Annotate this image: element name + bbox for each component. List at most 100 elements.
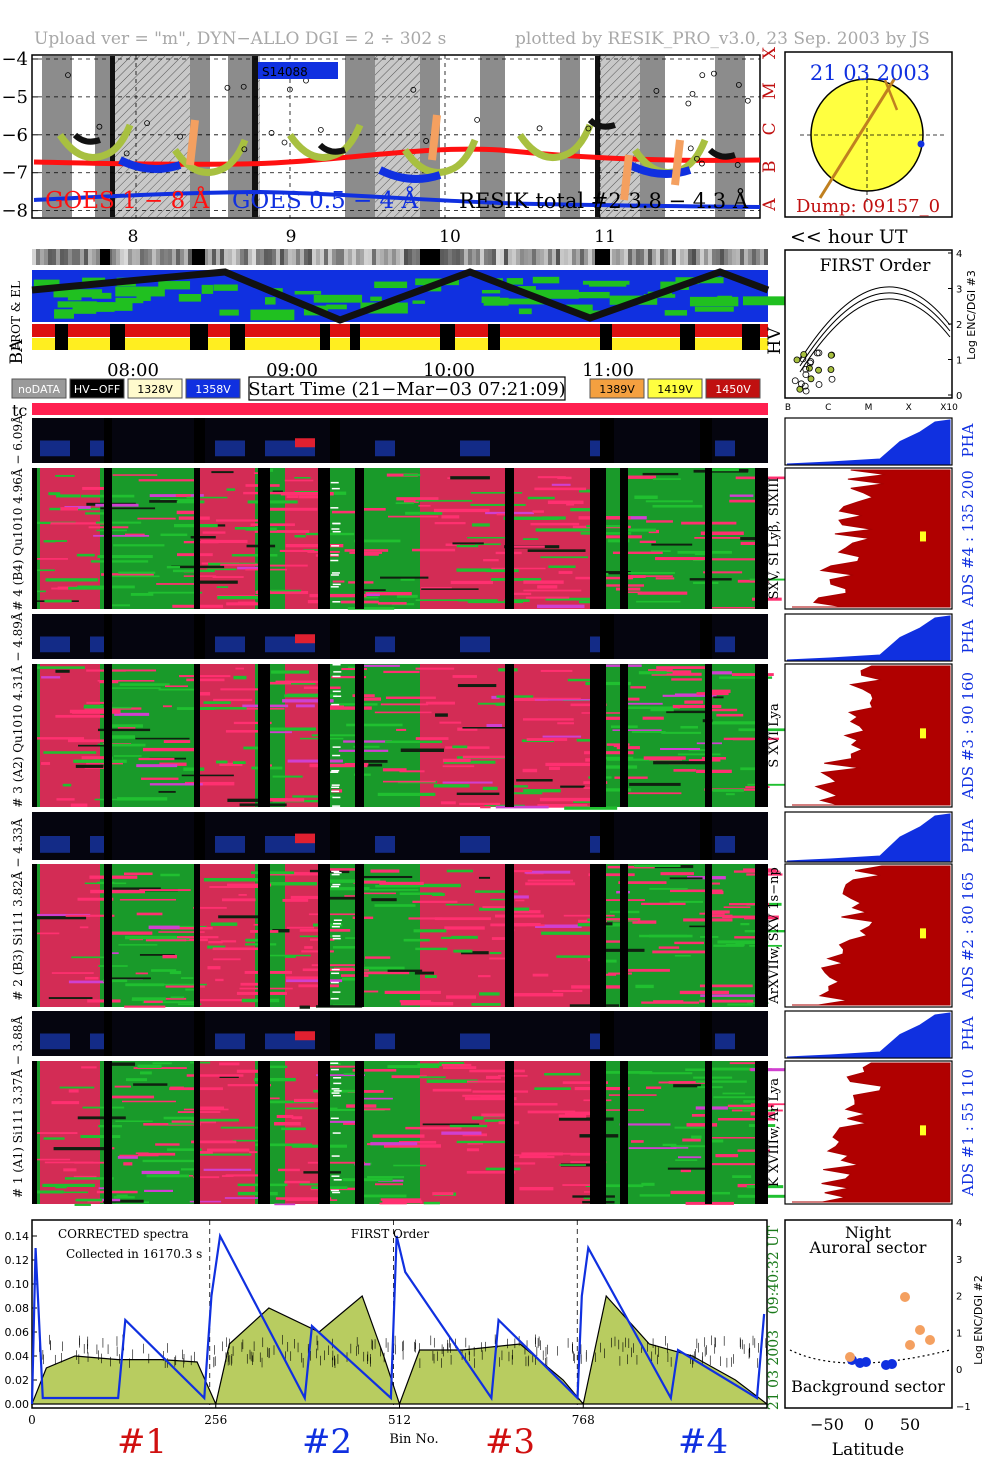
spec-stripe: [403, 473, 421, 477]
spec-stripe: [284, 955, 296, 958]
spec-stripe: [225, 730, 264, 733]
grayscale-cell: [564, 249, 568, 265]
resik-blue-track: [628, 161, 692, 178]
grayscale-cell: [552, 249, 556, 265]
spec-stripe: [84, 976, 99, 980]
pha-strip-band: [375, 836, 395, 853]
spec-stripe: [333, 946, 362, 949]
spec-white-tick: [332, 991, 341, 993]
spec-stripe: [711, 558, 762, 561]
spec-stripe: [250, 871, 295, 875]
spec-stripe: [433, 784, 470, 788]
resik-data-point: [699, 72, 706, 79]
spec-stripe: [106, 977, 151, 980]
spec-stripe: [93, 534, 150, 537]
grayscale-cell: [384, 249, 388, 265]
grayscale-cell: [468, 249, 472, 265]
spec-stripe: [63, 1168, 77, 1172]
spectrum-series-first-order: [30, 1232, 766, 1405]
spec-white-tick: [332, 1191, 341, 1194]
spec-stripe: [34, 1132, 78, 1135]
spec-stripe: [144, 1189, 174, 1192]
map-auroral-label: Auroral sector: [809, 1238, 927, 1257]
spec-stripe: [415, 599, 461, 602]
spec-stripe: [650, 708, 674, 712]
map-point-auroral: [905, 1340, 915, 1350]
spec-stripe: [176, 510, 197, 515]
grayscale-cell: [84, 249, 88, 265]
spec-stripe: [729, 494, 754, 497]
pha-strip-peak: [295, 1031, 315, 1041]
goes-hatched-band: [600, 56, 640, 217]
spec-stripe: [489, 951, 502, 955]
grayscale-cell: [44, 249, 48, 265]
spec-stripe: [655, 577, 675, 580]
spec-stripe: [43, 751, 97, 754]
orbit-green-patch: [370, 296, 382, 302]
grayscale-cell: [164, 249, 168, 265]
spec-stripe: [254, 530, 310, 533]
spec-stripe: [421, 586, 452, 589]
map-boundary: [789, 1349, 951, 1364]
orbit-green-patch: [517, 286, 536, 295]
spec-stripe: [513, 910, 541, 914]
pha-side-histogram: [786, 813, 951, 862]
spec-stripe: [630, 686, 646, 689]
spec-stripe: [198, 580, 238, 584]
spec-stripe: [607, 865, 655, 869]
orbit-top-band: [32, 270, 768, 276]
grayscale-cell: [568, 249, 572, 265]
spec-stripe: [484, 1119, 511, 1122]
spec-stripe: [602, 959, 617, 963]
spec-stripe: [441, 515, 460, 519]
grayscale-cell: [308, 249, 312, 265]
spec-stripe: [97, 680, 155, 682]
pha-strip-band: [40, 1033, 70, 1050]
spec-stripe: [442, 1066, 477, 1070]
grayscale-cell: [128, 249, 132, 265]
spec-white-tick: [330, 574, 339, 576]
spec-stripe: [709, 606, 768, 609]
spec-stripe: [42, 1183, 95, 1188]
orbit-green-patch: [566, 291, 610, 299]
spec-stripe: [285, 543, 344, 548]
spectrum-xtick-0: 0: [28, 1413, 36, 1427]
spec-stripe: [117, 797, 168, 801]
spec-stripe: [307, 600, 325, 604]
spec-stripe: [503, 516, 559, 520]
spec-stripe: [302, 968, 359, 972]
spec-stripe: [641, 902, 686, 906]
spec-stripe: [280, 491, 334, 496]
spec-stripe: [619, 1123, 671, 1126]
grayscale-cell: [180, 249, 184, 265]
spectrum-ytick-3: 0.08: [5, 1302, 30, 1315]
grayscale-cell: [268, 249, 272, 265]
spec-stripe: [727, 1104, 775, 1108]
spec-stripe: [286, 926, 315, 929]
spec-stripe: [233, 675, 247, 680]
spec-stripe: [632, 920, 657, 924]
grayscale-cell: [612, 249, 616, 265]
first-order-point: [801, 382, 809, 390]
map-ytick-4: 0: [956, 1365, 962, 1376]
pha-side-histogram: [786, 1012, 951, 1058]
spec-stripe: [254, 1077, 296, 1082]
resik-data-point: [317, 126, 324, 133]
spec-stripe: [599, 923, 627, 927]
spectrum-side-time: 09:40:32 UT: [766, 1225, 782, 1314]
spec-stripe: [179, 675, 231, 678]
spec-stripe: [284, 479, 314, 482]
grayscale-cell: [636, 249, 640, 265]
orbit-green-patch: [54, 309, 74, 319]
spec-stripe: [32, 569, 55, 572]
spec-stripe: [77, 897, 114, 901]
spec-stripe: [356, 875, 413, 879]
spec-column: [712, 1061, 755, 1204]
spec-stripe: [669, 877, 703, 880]
pha-strip-band: [215, 836, 245, 853]
spec-stripe: [186, 1074, 244, 1077]
spec-stripe: [125, 1078, 148, 1082]
spec-stripe: [171, 1120, 217, 1124]
spec-white-tick: [332, 796, 341, 799]
grayscale-cell: [720, 249, 724, 265]
